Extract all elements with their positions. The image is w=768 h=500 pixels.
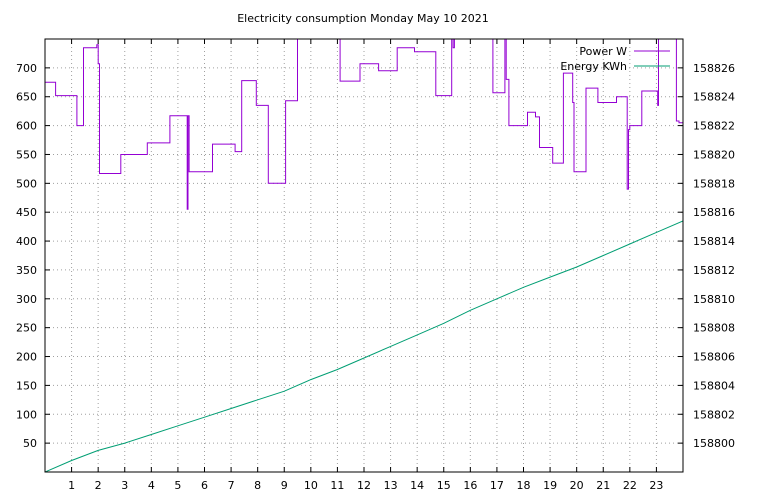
y-tick-label: 500 — [16, 177, 37, 190]
y-tick-label: 600 — [16, 120, 37, 133]
x-tick-label: 5 — [174, 479, 181, 492]
y2-tick-label: 158802 — [693, 408, 735, 421]
y-tick-label: 50 — [23, 437, 37, 450]
y2-tick-label: 158816 — [693, 206, 735, 219]
legend-label-energy-kwh: Energy KWh — [560, 60, 627, 73]
x-tick-label: 9 — [281, 479, 288, 492]
y2-tick-label: 158818 — [693, 177, 735, 190]
y-tick-label: 150 — [16, 379, 37, 392]
x-tick-label: 16 — [463, 479, 477, 492]
y-tick-label: 200 — [16, 351, 37, 364]
y-tick-label: 250 — [16, 322, 37, 335]
y2-tick-label: 158812 — [693, 264, 735, 277]
y2-tick-label: 158808 — [693, 322, 735, 335]
legend-label-power-w: Power W — [579, 45, 627, 58]
axis-layer: 1 2 3 4 5 6 7 8 9 10 11 12 13 14 15 16 17 18 19 20 21 22 23501… — [16, 39, 735, 492]
x-tick-label: 15 — [437, 479, 451, 492]
x-tick-label: 1 — [68, 479, 75, 492]
chart-title: Electricity consumption Monday May 10 20… — [237, 12, 489, 25]
y-tick-label: 650 — [16, 91, 37, 104]
x-tick-label: 18 — [517, 479, 531, 492]
y-tick-label: 300 — [16, 293, 37, 306]
y-tick-label: 350 — [16, 264, 37, 277]
y2-tick-label: 158820 — [693, 148, 735, 161]
y-tick-label: 450 — [16, 206, 37, 219]
x-tick-label: 2 — [95, 479, 102, 492]
x-tick-label: 17 — [490, 479, 504, 492]
x-tick-label: 3 — [121, 479, 128, 492]
x-tick-label: 21 — [596, 479, 610, 492]
x-tick-label: 13 — [384, 479, 398, 492]
series-line-power-w — [45, 39, 683, 210]
y-tick-label: 700 — [16, 62, 37, 75]
x-tick-label: 14 — [410, 479, 424, 492]
y2-tick-label: 158800 — [693, 437, 735, 450]
series-line-energy-kwh — [45, 220, 683, 472]
x-tick-label: 6 — [201, 479, 208, 492]
x-tick-label: 23 — [649, 479, 663, 492]
x-tick-label: 8 — [254, 479, 261, 492]
x-tick-label: 7 — [228, 479, 235, 492]
x-tick-label: 20 — [570, 479, 584, 492]
series-layer — [45, 39, 683, 472]
x-tick-label: 10 — [304, 479, 318, 492]
x-tick-label: 12 — [357, 479, 371, 492]
y2-tick-label: 158810 — [693, 293, 735, 306]
y2-tick-label: 158826 — [693, 62, 735, 75]
y-tick-label: 400 — [16, 235, 37, 248]
y2-tick-label: 158806 — [693, 351, 735, 364]
x-tick-label: 22 — [623, 479, 637, 492]
y2-tick-label: 158822 — [693, 120, 735, 133]
grid-lines — [45, 39, 683, 472]
x-tick-label: 4 — [148, 479, 155, 492]
x-tick-label: 11 — [330, 479, 344, 492]
x-tick-label: 19 — [543, 479, 557, 492]
y2-tick-label: 158814 — [693, 235, 735, 248]
y-tick-label: 550 — [16, 148, 37, 161]
legend: Power W Energy KWh — [560, 45, 670, 73]
y-tick-label: 100 — [16, 408, 37, 421]
y2-tick-label: 158804 — [693, 379, 735, 392]
y2-tick-label: 158824 — [693, 91, 735, 104]
